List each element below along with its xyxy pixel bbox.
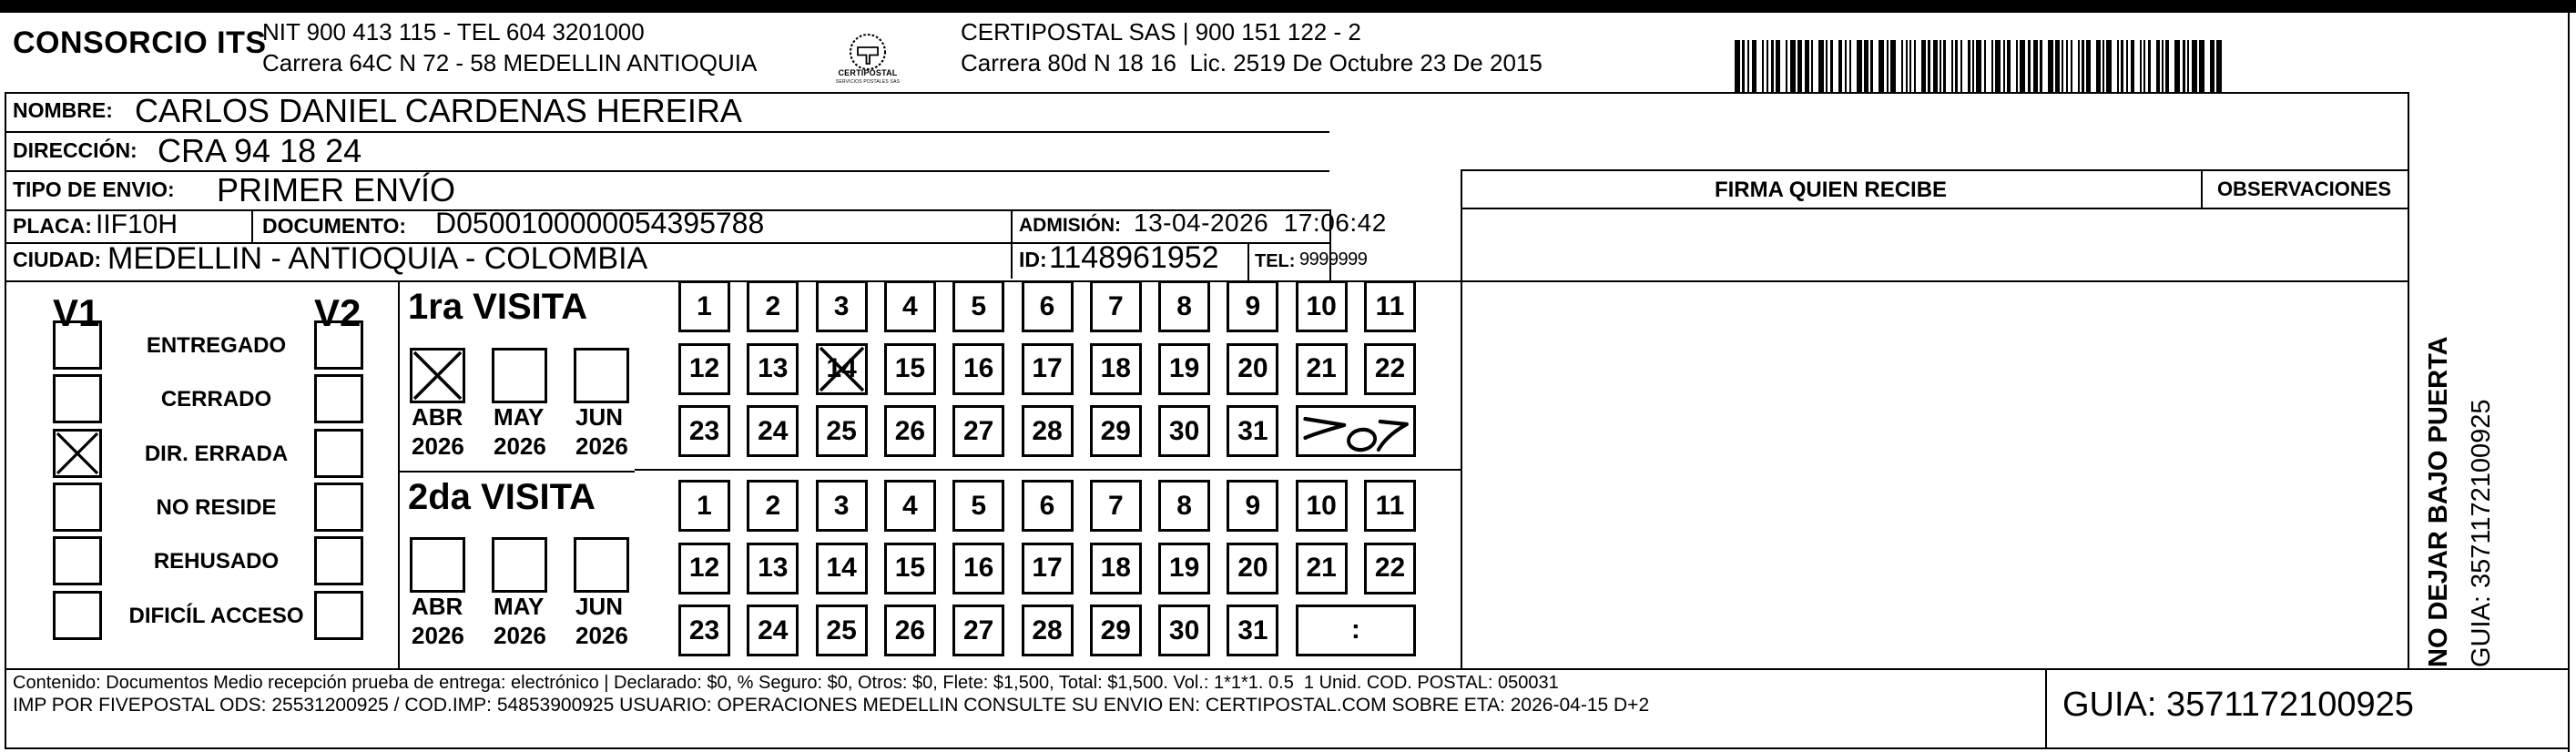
svg-text:SERVICIOS POSTALES SAS: SERVICIOS POSTALES SAS	[836, 79, 901, 85]
svg-text:CERTIPOSTAL: CERTIPOSTAL	[838, 68, 897, 77]
